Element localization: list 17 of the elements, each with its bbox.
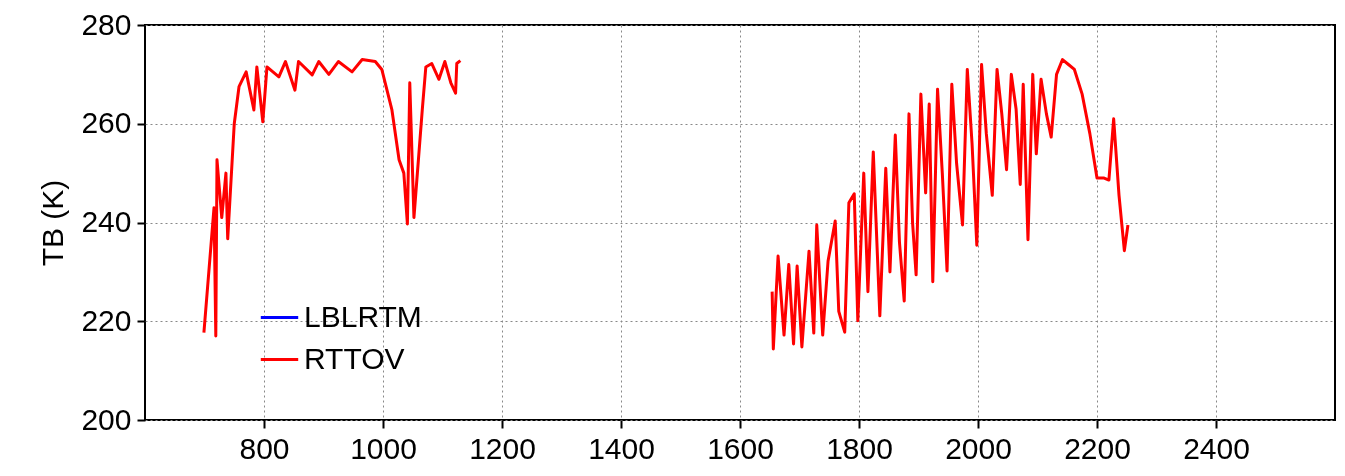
x-tick-label: 2400 <box>1183 431 1250 465</box>
x-tick-label: 2200 <box>1064 431 1131 465</box>
x-tick-label: 1000 <box>350 431 417 465</box>
x-tick-label: 2000 <box>945 431 1012 465</box>
y-tick-label: 280 <box>81 7 132 41</box>
legend-label: LBLRTM <box>304 299 422 333</box>
x-tick-label: 1200 <box>469 431 536 465</box>
y-axis-title: TB (K) <box>36 179 70 267</box>
y-tick-label: 200 <box>81 402 132 436</box>
x-tick-label: 1600 <box>707 431 774 465</box>
y-tick-label: 260 <box>81 106 132 140</box>
y-tick-label: 220 <box>81 303 132 337</box>
legend-label: RTTOV <box>304 341 405 375</box>
x-tick-label: 1800 <box>826 431 893 465</box>
x-tick-label: 800 <box>239 431 290 465</box>
y-tick-label: 240 <box>81 205 132 238</box>
x-tick-label: 1400 <box>588 431 655 465</box>
